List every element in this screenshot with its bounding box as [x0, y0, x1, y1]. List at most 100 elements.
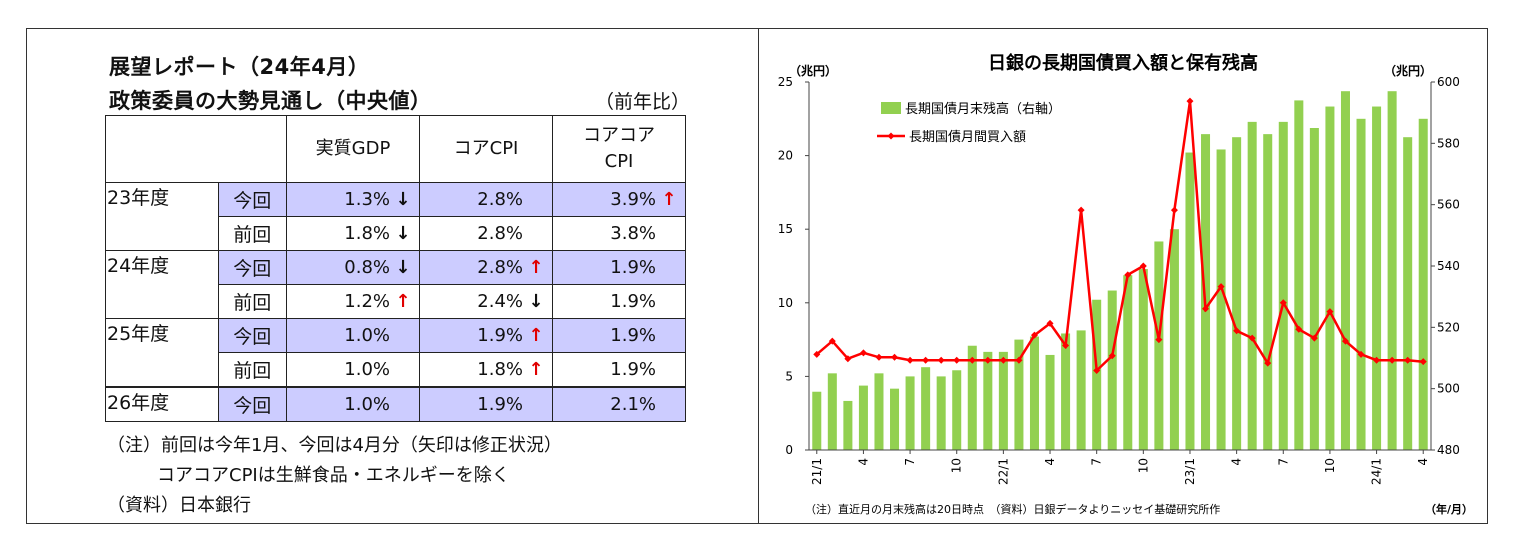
point-purchases [1062, 341, 1070, 349]
point-purchases [1046, 319, 1054, 327]
x-tick-label: 23/1 [1183, 458, 1197, 485]
bar-holdings [1278, 121, 1288, 450]
table-row: 前回1.8%↓2.8%↓3.8%↓ [106, 216, 686, 251]
revision-up-icon: ↑ [528, 359, 544, 380]
value-text: 1.2% [344, 291, 390, 312]
forecast-kind: 今回 [217, 386, 288, 422]
bar-holdings [1169, 229, 1179, 450]
jgb-chart-panel: 日銀の長期国債買入額と保有残高 （兆円） （兆円） 0 5 10 15 20 25 480 500 5… [758, 28, 1488, 524]
right-tick-label: 580 [1437, 136, 1460, 150]
value-text: 1.9% [477, 394, 523, 415]
note-revision: （注）前回は今年1月、今回は4月分（矢印は修正状況） [107, 435, 562, 456]
value-text: 2.8% [477, 223, 523, 244]
fiscal-year-label: 23年度 [105, 182, 219, 251]
value-text: 2.1% [610, 394, 656, 415]
x-tick-label: 24/1 [1370, 458, 1384, 485]
value-core: 1.9%↓ [552, 284, 686, 319]
table-subtitle: 政策委員の大勢見通し（中央値） [109, 89, 432, 113]
right-tick-label: 480 [1437, 443, 1460, 457]
point-purchases [1217, 283, 1225, 291]
point-purchases [1248, 334, 1256, 342]
point-purchases [906, 356, 914, 364]
bar-holdings [1232, 137, 1242, 450]
value-core: 3.9% ↑ [552, 182, 686, 217]
value-text: 1.0% [344, 359, 390, 380]
forecast-kind: 今回 [217, 250, 288, 285]
point-purchases [859, 349, 867, 357]
revision-down-icon: ↓ [395, 257, 411, 278]
forecast-kind: 今回 [217, 182, 288, 217]
table-row: 前回 1.2%↑ 2.4%↓1.9%↓ [106, 284, 686, 319]
value-core: 1.9%↓ [552, 250, 686, 285]
header-core-cpi: コアCPI [419, 115, 553, 183]
value-gdp: 1.0%↓ [286, 386, 420, 422]
right-tick-label: 540 [1437, 259, 1460, 273]
value-text: 2.8% [477, 189, 523, 210]
value-cpi: 1.9% ↑ [419, 318, 553, 353]
point-purchases [875, 353, 883, 361]
table-title: 展望レポート（24年4月） [109, 55, 370, 79]
jgb-chart: 日銀の長期国債買入額と保有残高 （兆円） （兆円） 0 5 10 15 20 25 480 500 5… [778, 52, 1473, 516]
x-axis-label: （年/月） [1425, 502, 1473, 516]
x-tick-label: 4 [856, 458, 870, 466]
line-purchases [815, 100, 1424, 374]
revision-up-icon: ↑ [395, 291, 411, 312]
revision-up-icon: ↑ [528, 257, 544, 278]
value-cpi: 1.9%↓ [419, 386, 553, 422]
revision-down-icon: ↓ [528, 291, 544, 312]
x-tick-label: 4 [1416, 458, 1430, 466]
x-tick-label: 7 [1276, 458, 1290, 466]
header-real-gdp: 実質GDP [286, 115, 420, 183]
value-gdp: 1.8% ↓ [286, 216, 420, 251]
value-gdp: 1.0%↓ [286, 352, 420, 388]
bar-holdings [1107, 290, 1117, 450]
note-core-core-definition: コアコアCPIは生鮮食品・エネルギーを除く [157, 465, 510, 486]
left-tick-label: 25 [778, 75, 793, 89]
bar-holdings [1247, 121, 1257, 450]
forecast-kind: 今回 [217, 318, 288, 353]
bar-holdings [827, 373, 837, 450]
value-gdp: 1.0%↓ [286, 318, 420, 353]
forecast-kind: 前回 [217, 216, 288, 251]
right-axis-unit: （兆円） [1384, 63, 1432, 78]
left-tick-label: 10 [778, 296, 793, 310]
bar-holdings [1029, 336, 1039, 450]
point-purchases [1108, 352, 1116, 360]
bar-holdings [1387, 91, 1397, 450]
x-tick-label: 7 [1090, 458, 1104, 466]
chart-title: 日銀の長期国債買入額と保有残高 [988, 52, 1258, 74]
point-purchases [1388, 356, 1396, 364]
point-purchases [1030, 331, 1038, 339]
point-purchases [1077, 206, 1085, 214]
value-text: 0.8% [344, 257, 390, 278]
bar-holdings [890, 388, 900, 450]
value-cpi: 2.4% ↓ [419, 284, 553, 319]
bar-holdings [874, 373, 884, 450]
forecast-kind: 前回 [217, 284, 288, 319]
point-purchases [1015, 356, 1023, 364]
value-cpi: 2.8%↓ [419, 182, 553, 217]
header-blank [105, 115, 287, 183]
point-purchases [1202, 305, 1210, 313]
bar-holdings [998, 351, 1008, 450]
bar-holdings [1154, 241, 1164, 450]
value-core: 3.8%↓ [552, 216, 686, 251]
point-purchases [1419, 358, 1427, 366]
revision-down-icon: ↓ [395, 189, 411, 210]
revision-up-icon: ↑ [661, 189, 677, 210]
point-purchases [1341, 337, 1349, 345]
revision-up-icon: ↑ [528, 325, 544, 346]
header-core-core-cpi: コアコア CPI [552, 115, 686, 183]
point-purchases [828, 337, 836, 345]
point-purchases [953, 356, 961, 364]
fiscal-year-label: 24年度 [105, 250, 219, 319]
point-purchases [844, 355, 852, 363]
left-tick-label: 5 [785, 369, 793, 383]
right-tick-label: 600 [1437, 75, 1460, 89]
point-purchases [1373, 356, 1381, 364]
bar-holdings [905, 376, 915, 450]
legend-label-holdings: 長期国債月末残高（右軸） [905, 101, 1061, 117]
